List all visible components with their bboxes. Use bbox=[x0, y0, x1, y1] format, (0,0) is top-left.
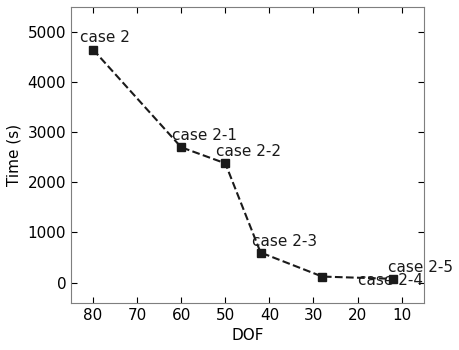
Text: case 2-4: case 2-4 bbox=[357, 273, 422, 288]
Text: case 2-1: case 2-1 bbox=[172, 128, 237, 143]
Text: case 2: case 2 bbox=[79, 29, 129, 44]
Text: case 2-2: case 2-2 bbox=[216, 144, 281, 159]
Text: case 2-3: case 2-3 bbox=[251, 233, 316, 248]
X-axis label: DOF: DOF bbox=[230, 328, 263, 343]
Text: case 2-5: case 2-5 bbox=[387, 260, 453, 275]
Y-axis label: Time (s): Time (s) bbox=[7, 124, 22, 186]
